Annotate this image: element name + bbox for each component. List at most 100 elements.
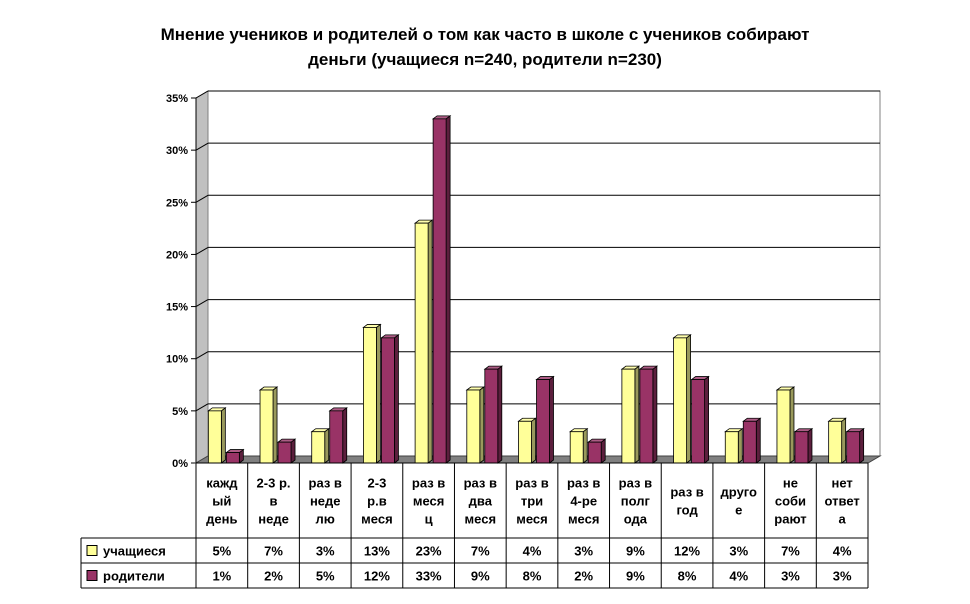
- x-category-label: ответ: [825, 494, 860, 509]
- data-table-value: 3%: [574, 544, 593, 559]
- data-table-value: 3%: [833, 569, 852, 584]
- bar-parents: [380, 334, 400, 464]
- x-category-label: год: [676, 503, 698, 518]
- bar-side: [652, 365, 658, 464]
- data-table-value: 13%: [364, 544, 390, 559]
- bar-parents: [742, 417, 762, 464]
- x-category-label: меся: [516, 512, 548, 527]
- bar-students: [672, 334, 692, 464]
- legend-label-students: учащиеся: [103, 544, 166, 559]
- bar-parents: [586, 438, 607, 464]
- bar-parents: [483, 365, 504, 464]
- x-category-label: 4-ре: [570, 494, 597, 509]
- bar-students: [724, 427, 744, 464]
- y-tick-label: 25%: [166, 197, 188, 209]
- x-category-label: лю: [316, 512, 335, 527]
- bar-side: [859, 427, 865, 464]
- y-tick-label: 10%: [166, 354, 188, 366]
- bar-students: [517, 417, 537, 464]
- bar-front: [259, 389, 274, 464]
- x-category-label: раз в: [567, 476, 600, 491]
- data-table-value: 9%: [471, 569, 490, 584]
- bar-students: [207, 407, 227, 464]
- x-category-label: меся: [568, 512, 600, 527]
- bar-students: [775, 386, 796, 464]
- x-category-label: раз в: [619, 476, 652, 491]
- bar-side: [841, 417, 847, 464]
- data-table-value: 8%: [678, 569, 697, 584]
- bar-side: [531, 417, 536, 464]
- bar-front: [569, 431, 584, 464]
- bar-front: [466, 389, 481, 464]
- gridline-side: [195, 142, 209, 151]
- x-category-label: раз в: [515, 476, 548, 491]
- bar-front: [207, 410, 222, 464]
- bar-front: [484, 368, 499, 464]
- data-table-value: 5%: [212, 544, 231, 559]
- data-table-value: 33%: [416, 569, 442, 584]
- bar-students: [568, 427, 589, 464]
- x-category-label: раз в: [412, 476, 445, 491]
- x-category-label: в: [270, 494, 278, 509]
- x-category-label: ц: [425, 512, 433, 527]
- bar-front: [673, 337, 687, 464]
- bar-side: [427, 219, 433, 464]
- y-tick-label: 35%: [166, 93, 188, 105]
- bar-side: [445, 115, 451, 464]
- y-tick-label: 0%: [172, 458, 188, 470]
- bar-front: [518, 420, 532, 464]
- y-tick-label: 5%: [172, 406, 188, 418]
- data-table-value: 9%: [626, 544, 645, 559]
- gridline-side: [195, 90, 209, 99]
- data-table-value: 12%: [364, 569, 390, 584]
- legend-key-students: [86, 545, 98, 556]
- data-table-value: 2%: [264, 569, 283, 584]
- bar-side: [324, 427, 330, 464]
- bar-side: [342, 407, 348, 464]
- x-category-label: рают: [774, 512, 806, 527]
- y-tick-label: 20%: [166, 249, 188, 261]
- gridline-side: [195, 194, 209, 203]
- bar-side: [582, 427, 588, 464]
- bar-side: [600, 438, 606, 464]
- bar-side: [755, 417, 761, 464]
- bar-side: [479, 386, 485, 464]
- x-category-label: соби: [775, 494, 806, 509]
- legend-label-parents: родители: [103, 569, 165, 584]
- bar-side: [807, 427, 813, 464]
- x-category-label: меся: [413, 494, 445, 509]
- data-table-value: 23%: [416, 544, 442, 559]
- bar-students: [620, 365, 641, 464]
- bar-front: [724, 431, 739, 464]
- data-table-value: 1%: [212, 569, 231, 584]
- bar-parents: [328, 407, 348, 464]
- x-category-label: неде: [310, 494, 341, 509]
- data-table-value: 7%: [471, 544, 490, 559]
- x-category-label: 2-3: [368, 476, 387, 491]
- bar-students: [362, 323, 382, 464]
- x-category-label: ода: [624, 512, 648, 527]
- bar-parents: [638, 365, 659, 464]
- bar-parents: [276, 438, 297, 464]
- bar-front: [691, 379, 705, 464]
- x-category-label: раз в: [309, 476, 342, 491]
- bar-parents: [793, 427, 814, 464]
- bar-students: [413, 219, 434, 464]
- data-table-value: 12%: [674, 544, 700, 559]
- x-category-label: друго: [721, 485, 757, 500]
- x-category-label: не: [783, 476, 798, 491]
- data-table-value: 3%: [729, 544, 748, 559]
- x-category-label: полг: [621, 494, 651, 509]
- bar-parents: [225, 448, 245, 464]
- x-category-label: день: [206, 512, 237, 527]
- gridline-side: [195, 403, 209, 412]
- chart-title-line-1: Мнение учеников и родителей о том как ча…: [160, 25, 810, 44]
- bar-side: [376, 323, 381, 464]
- bar-students: [827, 417, 847, 464]
- x-category-label: кажд: [206, 476, 238, 491]
- data-table-value: 2%: [574, 569, 593, 584]
- bar-front: [381, 337, 395, 464]
- bar-students: [465, 386, 486, 464]
- bar-side: [686, 334, 691, 464]
